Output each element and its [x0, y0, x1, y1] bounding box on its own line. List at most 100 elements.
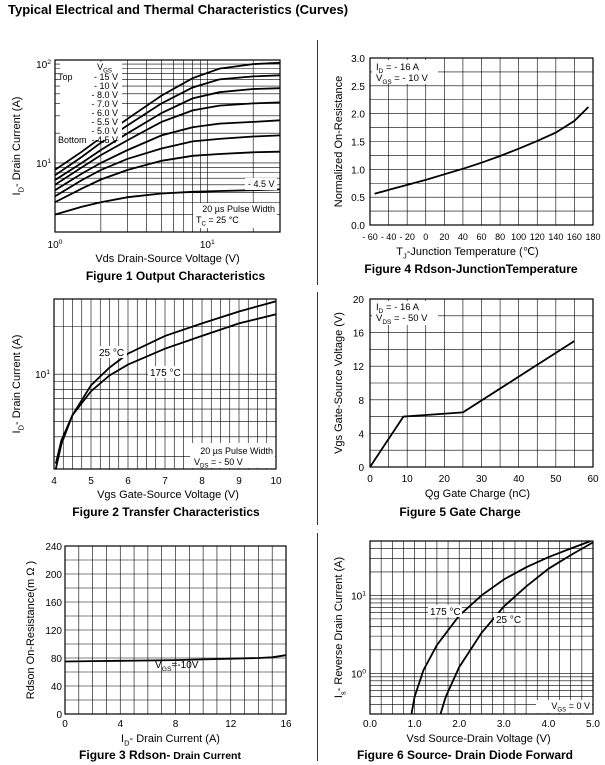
y-tick-label: 4 [358, 429, 364, 440]
x-tick-label: 120 [530, 232, 545, 242]
plot-frame [54, 59, 281, 233]
curve-label-bg [245, 178, 277, 190]
x-axis-label: ID- Drain Current (A) [121, 733, 220, 747]
series-label: 175 °C [430, 607, 461, 618]
annotation-1: ID = - 16 A [376, 62, 420, 75]
fig5-curve-1 [370, 340, 575, 467]
y-axis-label: Vgs Gate-Source Voltage (V) [333, 312, 345, 454]
note-bg [190, 443, 275, 468]
note-bg [193, 203, 277, 228]
x-tick-label: 1.0 [408, 719, 422, 730]
y-axis-label: ID- Drain Current (A) [11, 335, 25, 434]
fig1-curve-3 [55, 87, 280, 181]
x-tick-label: 80 [495, 232, 505, 242]
figure-caption: Figure 2 Transfer Characteristics [72, 505, 260, 519]
y-tick-label: 3.0 [351, 54, 365, 65]
y-axis-label: ID- Drain Current (A) [11, 97, 25, 196]
legend-top-label: Top [58, 72, 73, 82]
x-tick-label: 20 [439, 232, 449, 242]
series-label-bg [428, 605, 462, 617]
legend-entry: - 6.0 V [91, 108, 118, 118]
legend-bg [60, 62, 122, 140]
legend-header: VGS [97, 62, 112, 75]
series-label: 175 °C [150, 368, 181, 379]
x-tick-label: - 20 [399, 232, 415, 242]
y-tick-label: 101 [36, 158, 51, 170]
legend-entry: - 10 V [94, 81, 118, 91]
x-tick-label: 0 [62, 719, 68, 730]
legend-bottom-label: Bottom [58, 135, 87, 145]
fig3-curve-1 [65, 654, 286, 663]
annotation-vgs: VGS = 0 V [551, 701, 590, 714]
y-tick-label: 240 [45, 542, 62, 553]
x-tick-label: 2.0 [452, 719, 466, 730]
fig4-group: - 60- 40- 20 0 20 40 60 80 100 120 140 160 1800.00… [333, 54, 601, 276]
legend-entry: - 8.0 V [91, 90, 118, 100]
y-tick-label: 2.5 [351, 82, 365, 93]
y-tick-label: 200 [45, 570, 62, 581]
fig1-curve-6 [55, 134, 280, 198]
x-tick-label: 100 [48, 239, 63, 251]
figure-caption: Figure 3 Rdson- Drain Current [79, 748, 241, 762]
x-tick-label: 8 [173, 719, 179, 730]
x-tick-label: 160 [567, 232, 582, 242]
x-tick-label: 10 [402, 474, 414, 485]
x-tick-label: 40 [513, 474, 525, 485]
y-tick-label: 1.0 [351, 165, 365, 176]
x-tick-label: 0 [367, 474, 373, 485]
x-tick-label: 5.0 [586, 719, 600, 730]
y-tick-label: 1.5 [351, 138, 365, 149]
x-axis-label: Qg Gate Charge (nC) [425, 488, 530, 500]
divider-3 [317, 533, 318, 761]
annotation-vgs: VGS=-10V [155, 660, 199, 673]
x-tick-label: 60 [587, 474, 599, 485]
annotation-bg [372, 60, 438, 84]
y-axis-label: Is- Reverse Drain Current (A) [333, 557, 347, 698]
x-tick-label: 60 [476, 232, 486, 242]
annotation-bg [372, 301, 438, 325]
x-tick-label: 4 [51, 476, 57, 487]
y-tick-label: 0 [56, 710, 62, 721]
annotation-1: ID = - 16 A [376, 302, 420, 315]
series-label: 25 °C [99, 348, 124, 359]
y-tick-label: 80 [51, 654, 63, 665]
x-tick-label: - 60 [362, 232, 378, 242]
note-pulse: 20 µs Pulse Width [202, 204, 275, 214]
fig1-curve-8 [55, 188, 280, 216]
y-tick-label: 0.5 [351, 193, 365, 204]
legend-entry: - 7.0 V [91, 99, 118, 109]
x-tick-label: 9 [236, 476, 242, 487]
series-label-bg [494, 613, 525, 625]
plot-frame [369, 57, 594, 226]
x-tick-label: 101 [200, 239, 215, 251]
x-tick-label: 3.0 [497, 719, 511, 730]
fig1-curve-1 [55, 61, 280, 171]
y-tick-label: 0 [358, 463, 364, 474]
x-tick-label: 8 [199, 476, 205, 487]
page-title: Typical Electrical and Thermal Character… [8, 2, 349, 17]
legend-entry: - 4.5 V [91, 135, 118, 145]
legend-entry: - 5.5 V [91, 117, 118, 127]
x-tick-label: 40 [458, 232, 468, 242]
y-axis-label: Rdson On-Resistance(m Ω ) [25, 561, 37, 699]
x-tick-label: 12 [225, 719, 237, 730]
y-tick-label: 102 [36, 59, 51, 71]
legend-entry: - 15 V [94, 72, 118, 82]
plot-frame [369, 540, 594, 715]
note-vds: VDS = - 50 V [194, 457, 243, 470]
y-tick-label: 100 [351, 668, 366, 680]
x-axis-label: Vds Drain-Source Voltage (V) [95, 253, 239, 265]
y-tick-label: 12 [353, 362, 365, 373]
fig6-curve-2 [439, 541, 593, 714]
divider-2 [317, 292, 318, 525]
y-tick-label: 16 [353, 329, 365, 340]
x-axis-label: Vgs Gate-Source Voltage (V) [97, 489, 239, 501]
x-tick-label: 0 [423, 232, 428, 242]
y-tick-label: 120 [45, 626, 62, 637]
fig1-curve-2 [55, 74, 280, 177]
fig6-group: 0.0 1.0 2.0 3.0 4.0 5.0 100 101 Vsd Source-Drain… [333, 540, 600, 762]
fig2-group: 4 5 6 7 8 9 10 101 Vgs Gate-Source Voltage (V) ID… [11, 298, 282, 519]
x-tick-label: 180 [585, 232, 600, 242]
annotation-2: VDS = - 50 V [376, 313, 428, 326]
